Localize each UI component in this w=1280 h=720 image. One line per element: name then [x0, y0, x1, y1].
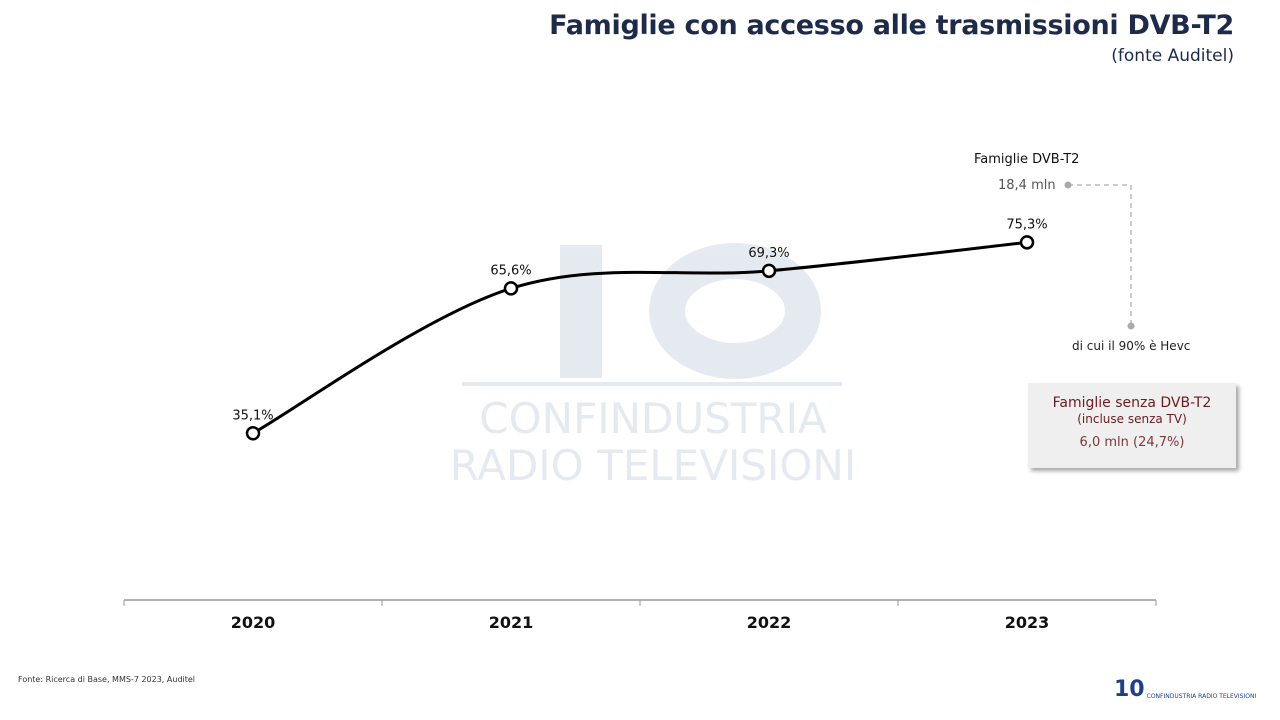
x-tick-label-2023: 2023: [1005, 613, 1050, 632]
connector-dot-start: [1064, 181, 1072, 189]
watermark-digit-zero: [649, 243, 821, 379]
logo-number: 10: [1114, 677, 1145, 702]
watermark-line1: CONFINDUSTRIA: [479, 394, 827, 443]
data-point-2022: [761, 263, 777, 279]
dvbt2-title: Famiglie DVB-T2: [974, 152, 1080, 167]
without-title: Famiglie senza DVB-T2: [1052, 395, 1212, 411]
watermark-line2: RADIO TELEVISIONI: [450, 441, 857, 490]
callout-connector: [1064, 181, 1135, 330]
data-label-2022: 69,3%: [748, 246, 789, 261]
data-point-2020: [245, 426, 261, 441]
data-label-2023: 75,3%: [1006, 217, 1047, 232]
watermark-rule: [462, 382, 842, 386]
without-value: 6,0 mln (24,7%): [1079, 435, 1185, 450]
chart-subtitle: (fonte Auditel): [1111, 46, 1234, 66]
chart-title: Famiglie con accesso alle trasmissioni D…: [549, 10, 1234, 41]
without-dvbt2-box: Famiglie senza DVB-T2 (incluse senza TV)…: [1028, 383, 1236, 468]
connector-dot-end: [1127, 322, 1135, 330]
footer-logo: 10 CONFINDUSTRIA RADIO TELEVISIONI: [1114, 677, 1257, 702]
x-tick-label-2020: 2020: [231, 613, 276, 632]
data-point-2023: [1019, 235, 1035, 250]
data-label-2021: 65,6%: [490, 263, 531, 278]
data-label-2020: 35,1%: [232, 408, 273, 423]
dvbt2-value: 18,4 mln: [998, 178, 1056, 193]
logo-text: CONFINDUSTRIA RADIO TELEVISIONI: [1146, 693, 1257, 700]
data-point-2021: [503, 281, 519, 296]
watermark-digit-one: [560, 245, 602, 378]
hevc-note: di cui il 90% è Hevc: [1072, 339, 1191, 353]
x-tick-label-2021: 2021: [489, 613, 534, 632]
series-line: [252, 240, 1028, 435]
source-note: Fonte: Ricerca di Base, MMS-7 2023, Audi…: [18, 675, 196, 684]
without-subtitle: (incluse senza TV): [1077, 412, 1187, 426]
x-tick-label-2022: 2022: [747, 613, 792, 632]
watermark: CONFINDUSTRIA RADIO TELEVISIONI: [450, 243, 857, 490]
